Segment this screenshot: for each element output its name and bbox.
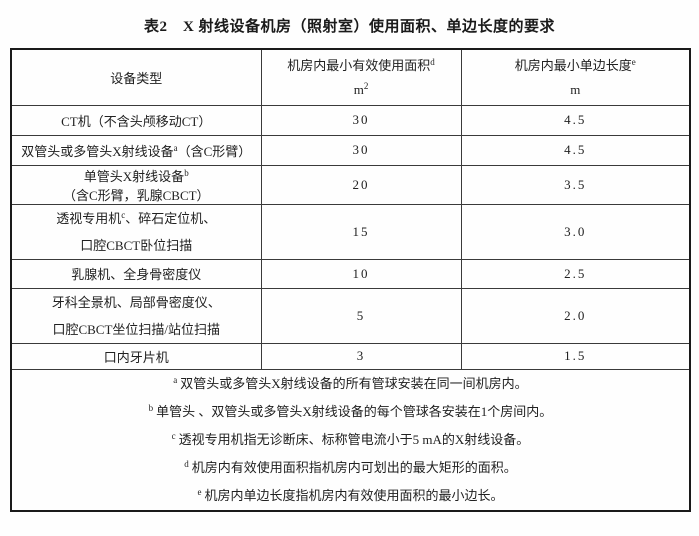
- footnote-ref-e: e: [631, 56, 636, 67]
- header-min-area: 机房内最小有效使用面积d m2: [260, 48, 462, 106]
- header-row: 设备类型 机房内最小有效使用面积d m2 机房内最小单边长度e m: [10, 48, 691, 106]
- min-area-cell: 5: [260, 287, 462, 344]
- table-title: 表2 X 射线设备机房（照射室）使用面积、单边长度的要求: [143, 19, 556, 35]
- table-row-intraoral: 口内牙片机 3 1.5: [10, 342, 691, 370]
- xray-room-requirements-table: 设备类型 机房内最小有效使用面积d m2 机房内最小单边长度e m: [10, 48, 691, 512]
- header-device-type-label: 设备类型: [110, 70, 163, 86]
- min-area-cell: 30: [260, 104, 462, 136]
- footnote-ref-b: b: [184, 167, 189, 178]
- min-area-cell: 20: [260, 164, 462, 205]
- header-min-area-unit: m2: [353, 80, 369, 97]
- footnote-a: a 双管头或多管头X射线设备的所有管球安装在同一间机房内。: [173, 374, 528, 391]
- min-length-cell: 1.5: [460, 342, 691, 370]
- min-length-cell: 3.5: [460, 164, 691, 205]
- header-min-length-unit: m: [570, 81, 581, 97]
- device-type-cell: 牙科全景机、局部骨密度仪、 口腔CBCT坐位扫描/站位扫描: [10, 287, 262, 344]
- footnote-c: c 透视专用机指无诊断床、标称管电流小于5 mA的X射线设备。: [171, 430, 530, 447]
- min-area-cell: 3: [260, 342, 462, 370]
- min-length-cell: 2.5: [460, 258, 691, 289]
- min-length-cell: 3.0: [460, 203, 691, 260]
- min-area-cell: 15: [260, 203, 462, 260]
- device-type-cell: 单管头X射线设备b （含C形臂，乳腺CBCT）: [10, 164, 262, 205]
- device-type-cell: 双管头或多管头X射线设备a（含C形臂）: [10, 134, 262, 166]
- table-row-mammography: 乳腺机、全身骨密度仪 10 2.5: [10, 258, 691, 289]
- min-length-cell: 2.0: [460, 287, 691, 344]
- table-row-dental-panoramic: 牙科全景机、局部骨密度仪、 口腔CBCT坐位扫描/站位扫描 5 2.0: [10, 287, 691, 344]
- table-row-multi-tube: 双管头或多管头X射线设备a（含C形臂） 30 4.5: [10, 134, 691, 166]
- header-min-length-label: 机房内最小单边长度e: [514, 56, 636, 73]
- table-row-ct: CT机（不含头颅移动CT） 30 4.5: [10, 104, 691, 136]
- footnotes-cell: a 双管头或多管头X射线设备的所有管球安装在同一间机房内。 b 单管头 、双管头或多…: [10, 368, 691, 511]
- footnotes-row: a 双管头或多管头X射线设备的所有管球安装在同一间机房内。 b 单管头 、双管头或多…: [10, 368, 691, 511]
- device-type-cell: CT机（不含头颅移动CT）: [10, 104, 262, 136]
- footnote-d: d 机房内有效使用面积指机房内可划出的最大矩形的面积。: [184, 458, 517, 475]
- footnote-e: e 机房内单边长度指机房内有效使用面积的最小边长。: [197, 486, 504, 503]
- device-type-cell: 透视专用机c、碎石定位机、 口腔CBCT卧位扫描: [10, 203, 262, 260]
- header-min-length: 机房内最小单边长度e m: [460, 48, 691, 106]
- min-area-cell: 10: [260, 258, 462, 289]
- device-type-cell: 乳腺机、全身骨密度仪: [10, 258, 262, 289]
- min-length-cell: 4.5: [460, 134, 691, 166]
- device-type-cell: 口内牙片机: [10, 342, 262, 370]
- min-length-cell: 4.5: [460, 104, 691, 136]
- min-area-cell: 30: [260, 134, 462, 166]
- footnote-ref-a: a: [173, 142, 178, 153]
- footnote-ref-c: c: [121, 209, 126, 220]
- table-row-fluoroscopy: 透视专用机c、碎石定位机、 口腔CBCT卧位扫描 15 3.0: [10, 203, 691, 260]
- table-row-single-tube: 单管头X射线设备b （含C形臂，乳腺CBCT） 20 3.5: [10, 164, 691, 205]
- footnote-ref-d: d: [430, 56, 435, 67]
- header-min-area-label: 机房内最小有效使用面积d: [287, 56, 435, 73]
- header-device-type: 设备类型: [10, 48, 262, 106]
- footnote-b: b 单管头 、双管头或多管头X射线设备的每个管球各安装在1个房间内。: [148, 402, 553, 419]
